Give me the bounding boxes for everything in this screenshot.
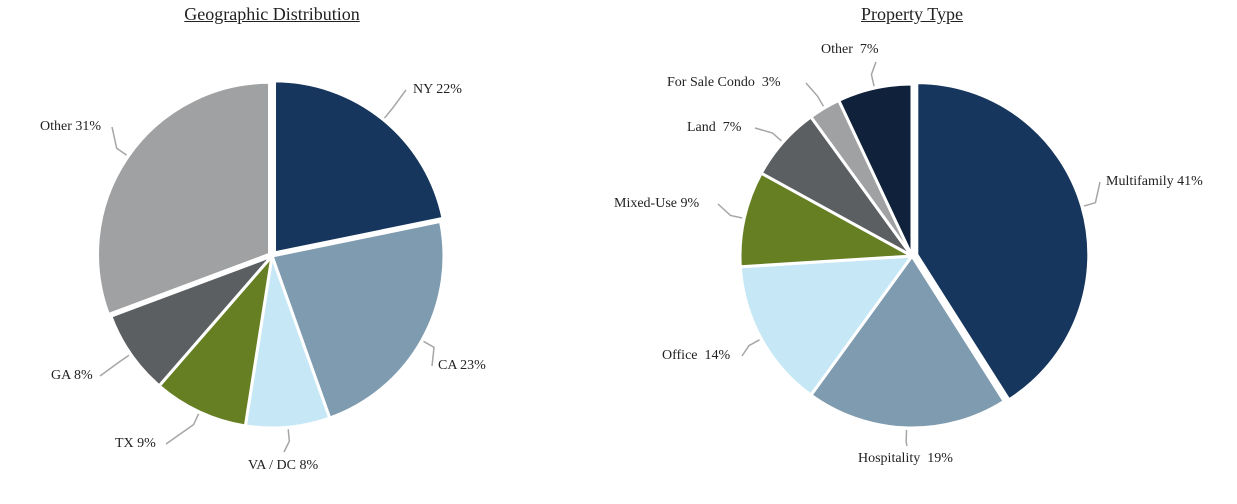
leader-line bbox=[805, 82, 825, 107]
pie-slice-other bbox=[96, 80, 272, 317]
leader-line bbox=[870, 61, 877, 87]
leader-line bbox=[1083, 181, 1101, 207]
pie-slice-other bbox=[836, 82, 914, 257]
pie-slice-mixed-use bbox=[738, 171, 918, 269]
pie-slice-ny bbox=[273, 79, 445, 255]
data-label: Other 31% bbox=[40, 119, 102, 134]
pie-slice-tx bbox=[157, 251, 275, 428]
leader-line bbox=[754, 127, 782, 142]
leader-line bbox=[717, 203, 743, 219]
data-label: Office 14% bbox=[662, 348, 731, 363]
data-label: Multifamily 41% bbox=[1106, 174, 1203, 189]
data-label: For Sale Condo 3% bbox=[667, 75, 781, 90]
data-label: GA 8% bbox=[51, 368, 93, 383]
geographic-title: Geographic Distribution bbox=[184, 4, 360, 24]
leader-line bbox=[423, 340, 435, 367]
leader-line bbox=[383, 89, 407, 119]
data-label: VA / DC 8% bbox=[248, 458, 319, 473]
data-label: Other 7% bbox=[821, 42, 879, 57]
pie-slice-office bbox=[738, 254, 916, 398]
leader-line bbox=[905, 429, 908, 447]
leader-line bbox=[99, 354, 130, 377]
leader-line bbox=[283, 429, 291, 453]
data-label: Land 7% bbox=[687, 120, 742, 135]
leader-line bbox=[741, 339, 760, 357]
pie-slice-ca bbox=[270, 219, 446, 420]
property-type-title: Property Type bbox=[861, 4, 963, 24]
pie-slice-hospitality bbox=[808, 253, 1007, 430]
pie-slice-multifamily bbox=[915, 81, 1091, 402]
data-label: CA 23% bbox=[438, 358, 486, 373]
data-label: TX 9% bbox=[115, 436, 156, 451]
leader-line bbox=[165, 413, 200, 445]
leader-line bbox=[111, 126, 128, 156]
pie-slice-ga bbox=[108, 254, 274, 388]
data-label: Mixed-Use 9% bbox=[614, 196, 700, 211]
data-label: Hospitality 19% bbox=[858, 451, 953, 466]
data-label: NY 22% bbox=[413, 82, 462, 97]
